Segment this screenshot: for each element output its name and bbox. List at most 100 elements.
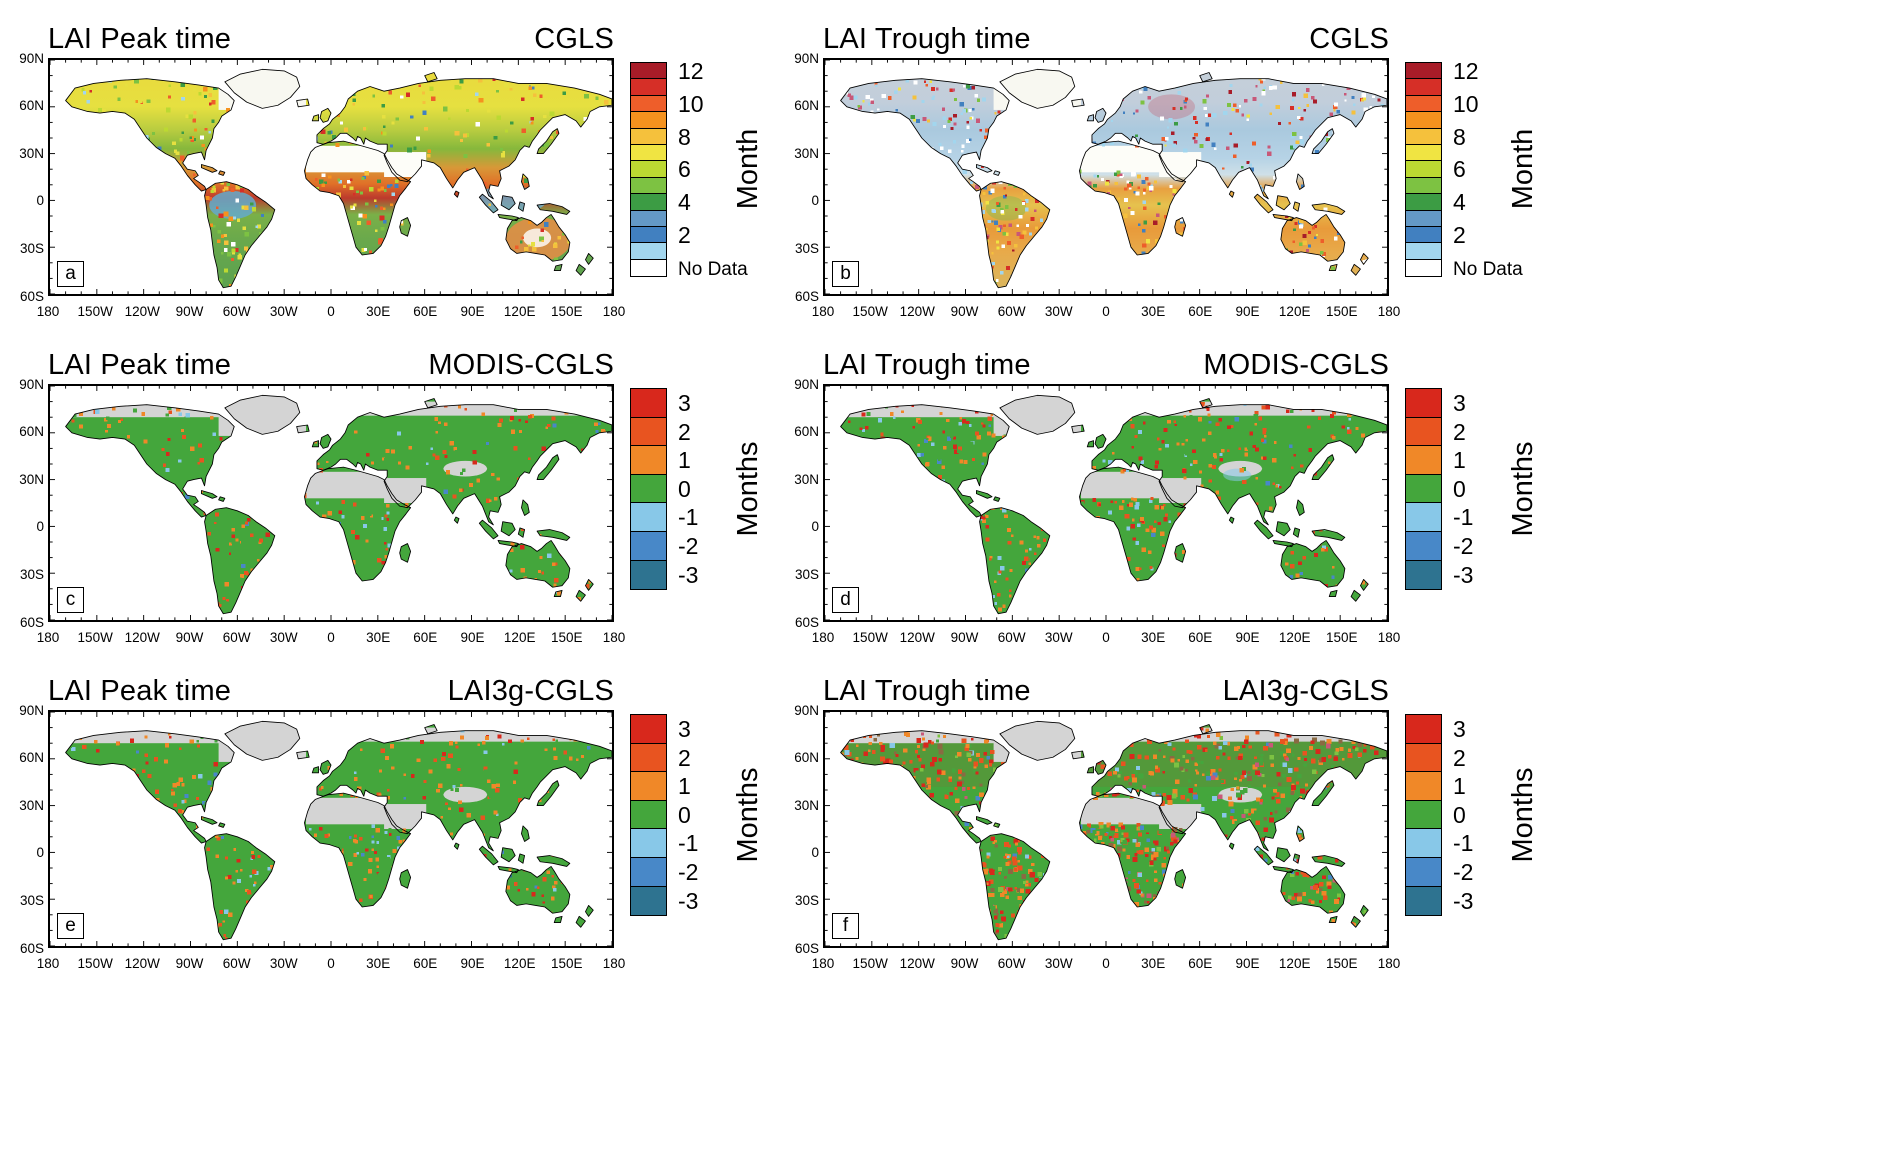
panel-letter-text: f (842, 915, 849, 936)
colorbar-segment (1405, 193, 1442, 212)
colorbar-segment (1405, 885, 1442, 916)
colorbar (1405, 62, 1442, 277)
map-a: a (48, 58, 614, 296)
lon-tick-label: 180 (602, 956, 626, 971)
lon-tick-label: 180 (36, 304, 60, 319)
colorbar-segment (630, 160, 667, 179)
colorbar-tick-label: -3 (678, 887, 699, 914)
panel-letter: b (832, 261, 859, 287)
colorbar-tick-label: 0 (1453, 475, 1466, 502)
colorbar-segment (1405, 242, 1442, 261)
colorbar-segment (630, 502, 667, 533)
panel-titles: LAI Trough time CGLS (823, 12, 1389, 54)
lat-tick-label: 60S (794, 288, 819, 304)
colorbar-segment (630, 388, 667, 418)
lon-tick-label: 120W (124, 304, 160, 319)
lon-tick-label: 180 (811, 630, 835, 645)
lon-tick-label: 120W (899, 956, 935, 971)
world-map (825, 712, 1387, 946)
lon-tick-label: 60E (413, 630, 438, 645)
panel-letter-text: d (840, 589, 851, 610)
panel-d: LAI Trough time MODIS-CGLS d 90N 60N 30N 0 30S 6… (783, 338, 1563, 660)
lon-tick-label: 60E (1188, 630, 1213, 645)
dataset-label: MODIS-CGLS (428, 349, 614, 381)
map-d: d (823, 384, 1389, 622)
lon-tick-label: 60W (222, 630, 251, 645)
colorbar-tick-label: -2 (1453, 533, 1474, 559)
lat-tick-label: 30N (794, 471, 819, 487)
colorbar-axis-title: Months (732, 767, 764, 863)
colorbar-segment (630, 62, 667, 80)
colorbar-tick-label: 2 (1453, 221, 1466, 248)
lat-tick-label: 90N (19, 702, 44, 718)
colorbar-segment (1405, 714, 1442, 744)
lon-tick-label: 150E (1326, 956, 1358, 971)
lon-tick-label: 120E (503, 630, 536, 645)
lon-tick-label: 90E (1235, 956, 1260, 971)
lon-tick-label: 180 (602, 304, 626, 319)
lon-tick-label: 120E (1278, 630, 1311, 645)
colorbar-tick-label: 4 (1453, 189, 1466, 216)
colorbar-tick-label: 12 (1453, 57, 1479, 84)
lat-tick-label: 30S (19, 566, 44, 582)
lon-tick-label: 180 (1377, 304, 1401, 319)
colorbar-segment (1405, 473, 1442, 504)
lat-tick-label: 30N (19, 471, 44, 487)
colorbar-segment (630, 78, 667, 97)
colorbar-segment (1405, 226, 1442, 244)
colorbar (1405, 388, 1442, 590)
lat-tick-label: 30S (794, 566, 819, 582)
colorbar-segment (630, 559, 667, 590)
colorbar-tick-label: 8 (678, 123, 691, 150)
colorbar-segment (1405, 388, 1442, 418)
colorbar-tick-label: -1 (1453, 504, 1474, 531)
lon-tick-label: 0 (327, 304, 335, 319)
lon-tick-label: 150E (551, 630, 583, 645)
colorbar-segment (630, 857, 667, 888)
colorbar-tick-label: 3 (678, 390, 691, 416)
lon-tick-label: 90E (460, 630, 485, 645)
lat-tick-label: 30N (19, 797, 44, 813)
lon-tick-label: 180 (36, 630, 60, 645)
lon-tick-label: 150E (1326, 304, 1358, 319)
lon-tick-label: 0 (1102, 304, 1110, 319)
colorbar-segment (1405, 160, 1442, 179)
colorbar-tick-label: 2 (678, 744, 691, 771)
lon-tick-label: 150W (77, 630, 113, 645)
lat-tick-label: 30S (19, 892, 44, 908)
panel-f: LAI Trough time LAI3g-CGLS f 90N 60N 30N 0 30S 6… (783, 664, 1563, 986)
lon-tick-label: 180 (811, 956, 835, 971)
map-b: b (823, 58, 1389, 296)
colorbar-segment (630, 94, 667, 113)
lon-tick-label: 30W (269, 304, 298, 319)
colorbar-tick-label: -2 (1453, 859, 1474, 885)
panel-letter: c (57, 587, 84, 613)
lon-tick-label: 90W (175, 304, 204, 319)
colorbar-segment (1405, 94, 1442, 113)
colorbar-nodata-label: No Data (1453, 258, 1523, 280)
colorbar-axis-title: Months (1507, 441, 1539, 537)
lat-tick-label: 60S (794, 940, 819, 956)
panel-title: LAI Trough time (823, 23, 1031, 55)
lat-tick-label: 30S (794, 892, 819, 908)
lat-tick-label: 60N (794, 424, 819, 440)
colorbar (1405, 714, 1442, 916)
colorbar-nodata-label: No Data (678, 258, 748, 280)
colorbar-segment (630, 473, 667, 504)
panel-letter: e (57, 913, 84, 939)
lon-tick-label: 90E (1235, 630, 1260, 645)
lon-tick-label: 120W (124, 630, 160, 645)
colorbar-axis-title: Months (1507, 767, 1539, 863)
colorbar-tick-label: 12 (678, 57, 704, 84)
lon-tick-label: 60E (413, 956, 438, 971)
lat-tick-label: 90N (19, 50, 44, 66)
colorbar-segment (1405, 531, 1442, 562)
colorbar-tick-label: 8 (1453, 123, 1466, 150)
lat-tick-label: 0 (36, 193, 44, 209)
lon-tick-label: 90E (460, 304, 485, 319)
lat-tick-label: 60S (794, 614, 819, 630)
panel-titles: LAI Trough time MODIS-CGLS (823, 338, 1389, 380)
lon-tick-label: 30E (1141, 630, 1166, 645)
lat-tick-label: 30S (794, 240, 819, 256)
